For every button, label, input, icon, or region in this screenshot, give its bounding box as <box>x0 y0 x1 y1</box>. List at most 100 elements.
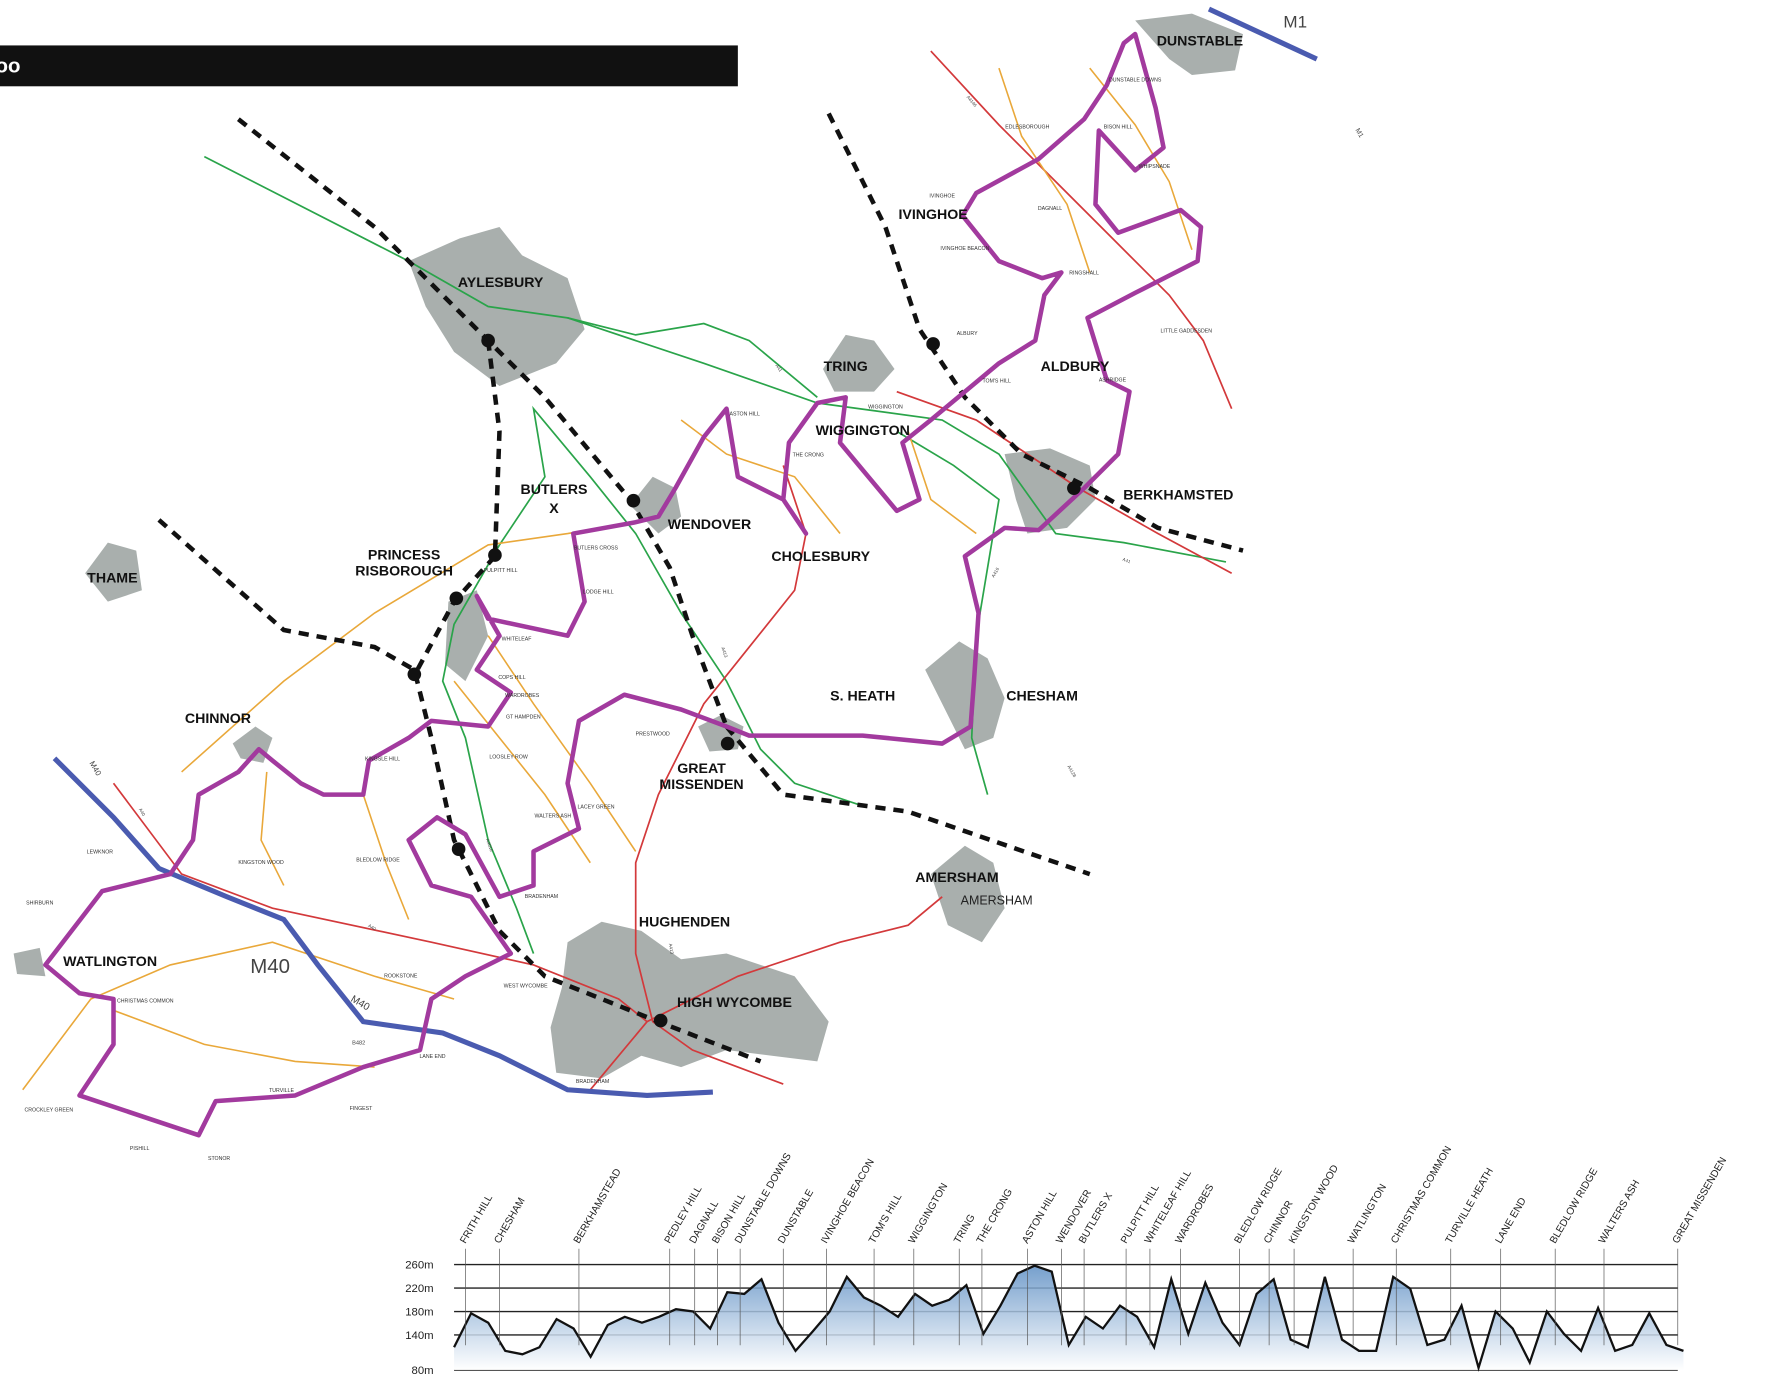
road-label: A4128 <box>1066 764 1077 778</box>
place-label: ALBURY <box>957 331 978 337</box>
waypoint-label: CHESHAM <box>493 1196 528 1246</box>
town-label: X <box>549 501 559 517</box>
motorway-m40 <box>52 756 714 1099</box>
town-area <box>822 334 895 392</box>
station <box>449 591 464 606</box>
road-a <box>896 430 1000 795</box>
town-label: BERKHAMSTED <box>1123 487 1233 503</box>
road-label: A413 <box>668 943 675 955</box>
road-c <box>260 771 285 886</box>
town-label: WENDOVER <box>668 517 751 533</box>
waypoint-label: IVINGHOE BEACON <box>819 1157 876 1245</box>
road-label: M1 <box>1354 127 1365 139</box>
town-area <box>85 542 142 602</box>
town-label: AYLESBURY <box>458 275 544 291</box>
town-area <box>930 845 1005 943</box>
road-label: A413 <box>720 646 728 658</box>
railway <box>485 340 502 557</box>
town-label: CHINNOR <box>185 711 251 727</box>
place-label: BLEDLOW RIDGE <box>356 858 400 864</box>
place-label: ASTON HILL <box>729 411 759 417</box>
waypoint-label: CHRISTMAS COMMON <box>1389 1144 1454 1245</box>
road-c <box>22 941 455 1091</box>
road-label: A4146 <box>966 95 979 109</box>
walking-route <box>43 31 1204 1138</box>
header-title: oo <box>0 56 20 78</box>
place-label: BISON HILL <box>1104 124 1133 130</box>
y-tick-label: 220m <box>405 1283 433 1295</box>
place-label: CROCKLEY GREEN <box>24 1107 73 1113</box>
header-bar <box>0 45 738 87</box>
place-label: KINGSLE HILL <box>365 757 400 763</box>
place-label: PISHILL <box>130 1146 150 1152</box>
waypoint-label: WALTERS ASH <box>1597 1178 1642 1245</box>
road-label: A416 <box>991 566 1001 578</box>
elevation-line <box>453 1264 1684 1372</box>
road-c <box>907 431 977 535</box>
town-area <box>1135 13 1244 75</box>
place-label: RINGSHALL <box>1069 271 1099 277</box>
station <box>926 337 940 351</box>
station <box>488 548 502 562</box>
place-label: WARDROBES <box>505 693 540 699</box>
place-label: SHIRBURN <box>26 901 53 907</box>
place-label: LODGE HILL <box>583 590 614 596</box>
railway <box>157 518 762 1064</box>
y-tick-label: 140m <box>405 1330 433 1342</box>
station <box>481 333 495 348</box>
place-label: EDLESBOROUGH <box>1005 124 1049 130</box>
town-label: WIGGINGTON <box>816 423 910 439</box>
waypoint-label: GREAT MISSENDEN <box>1671 1156 1729 1246</box>
town-area <box>444 590 489 682</box>
place-label: GT HAMPDEN <box>506 715 541 721</box>
town-area <box>1004 448 1096 534</box>
road-label: M40 <box>250 956 290 978</box>
place-label: BRADENHAM <box>525 894 558 900</box>
road-c <box>998 67 1091 273</box>
place-label: WALTERS ASH <box>535 813 572 819</box>
station <box>720 736 735 751</box>
elevation-area <box>454 1265 1684 1371</box>
town-label: ALDBURY <box>1041 359 1110 375</box>
town-area <box>630 476 682 534</box>
place-label: DUNSTABLE DOWNS <box>1109 78 1162 84</box>
place-label: LITTLE GADDESDEN <box>1160 329 1212 335</box>
road-label: M1 <box>1283 12 1307 31</box>
town-label: CHESHAM <box>1006 688 1078 704</box>
waypoint-label: LANE END <box>1494 1196 1529 1246</box>
road-c <box>1089 67 1193 251</box>
place-label: ASHRIDGE <box>1099 377 1127 383</box>
roads <box>22 50 1233 1091</box>
place-label: BRADENHAM <box>576 1079 609 1085</box>
road-label: A40 <box>138 807 147 817</box>
place-label: PRESTWOOD <box>636 732 670 738</box>
waypoint-label: ASTON HILL <box>1020 1188 1059 1245</box>
station <box>407 667 422 682</box>
place-label: DAGNALL <box>1038 206 1062 212</box>
town-label: RISBOROUGH <box>355 564 453 580</box>
stations <box>407 333 1081 1028</box>
road-label: A4010 <box>485 838 494 852</box>
town-label: MISSENDEN <box>659 777 743 793</box>
town-label: S. HEATH <box>830 688 895 704</box>
place-label: LOOSLEY ROW <box>489 754 528 760</box>
town-label: PRINCESS <box>368 548 440 564</box>
town-label: IVINGHOE <box>898 207 967 223</box>
waypoint-label: THE CRONG <box>975 1187 1015 1246</box>
road-c <box>113 1009 375 1068</box>
place-label: TURVILLE <box>269 1088 294 1094</box>
place-label: WHIPSNADE <box>1139 164 1171 170</box>
town-label: THAME <box>87 570 137 586</box>
town-label: DUNSTABLE <box>1157 33 1243 49</box>
towns <box>13 13 1244 1079</box>
place-label: ROOKSTONE <box>384 973 418 979</box>
place-label: COPS HILL <box>498 675 525 681</box>
town-label: WATLINGTON <box>63 954 157 970</box>
place-label: LANE END <box>419 1054 445 1060</box>
road-label: M40 <box>87 759 103 777</box>
place-label: WIGGINGTON <box>868 405 903 411</box>
waypoint-label: DUNSTABLE <box>776 1188 816 1246</box>
